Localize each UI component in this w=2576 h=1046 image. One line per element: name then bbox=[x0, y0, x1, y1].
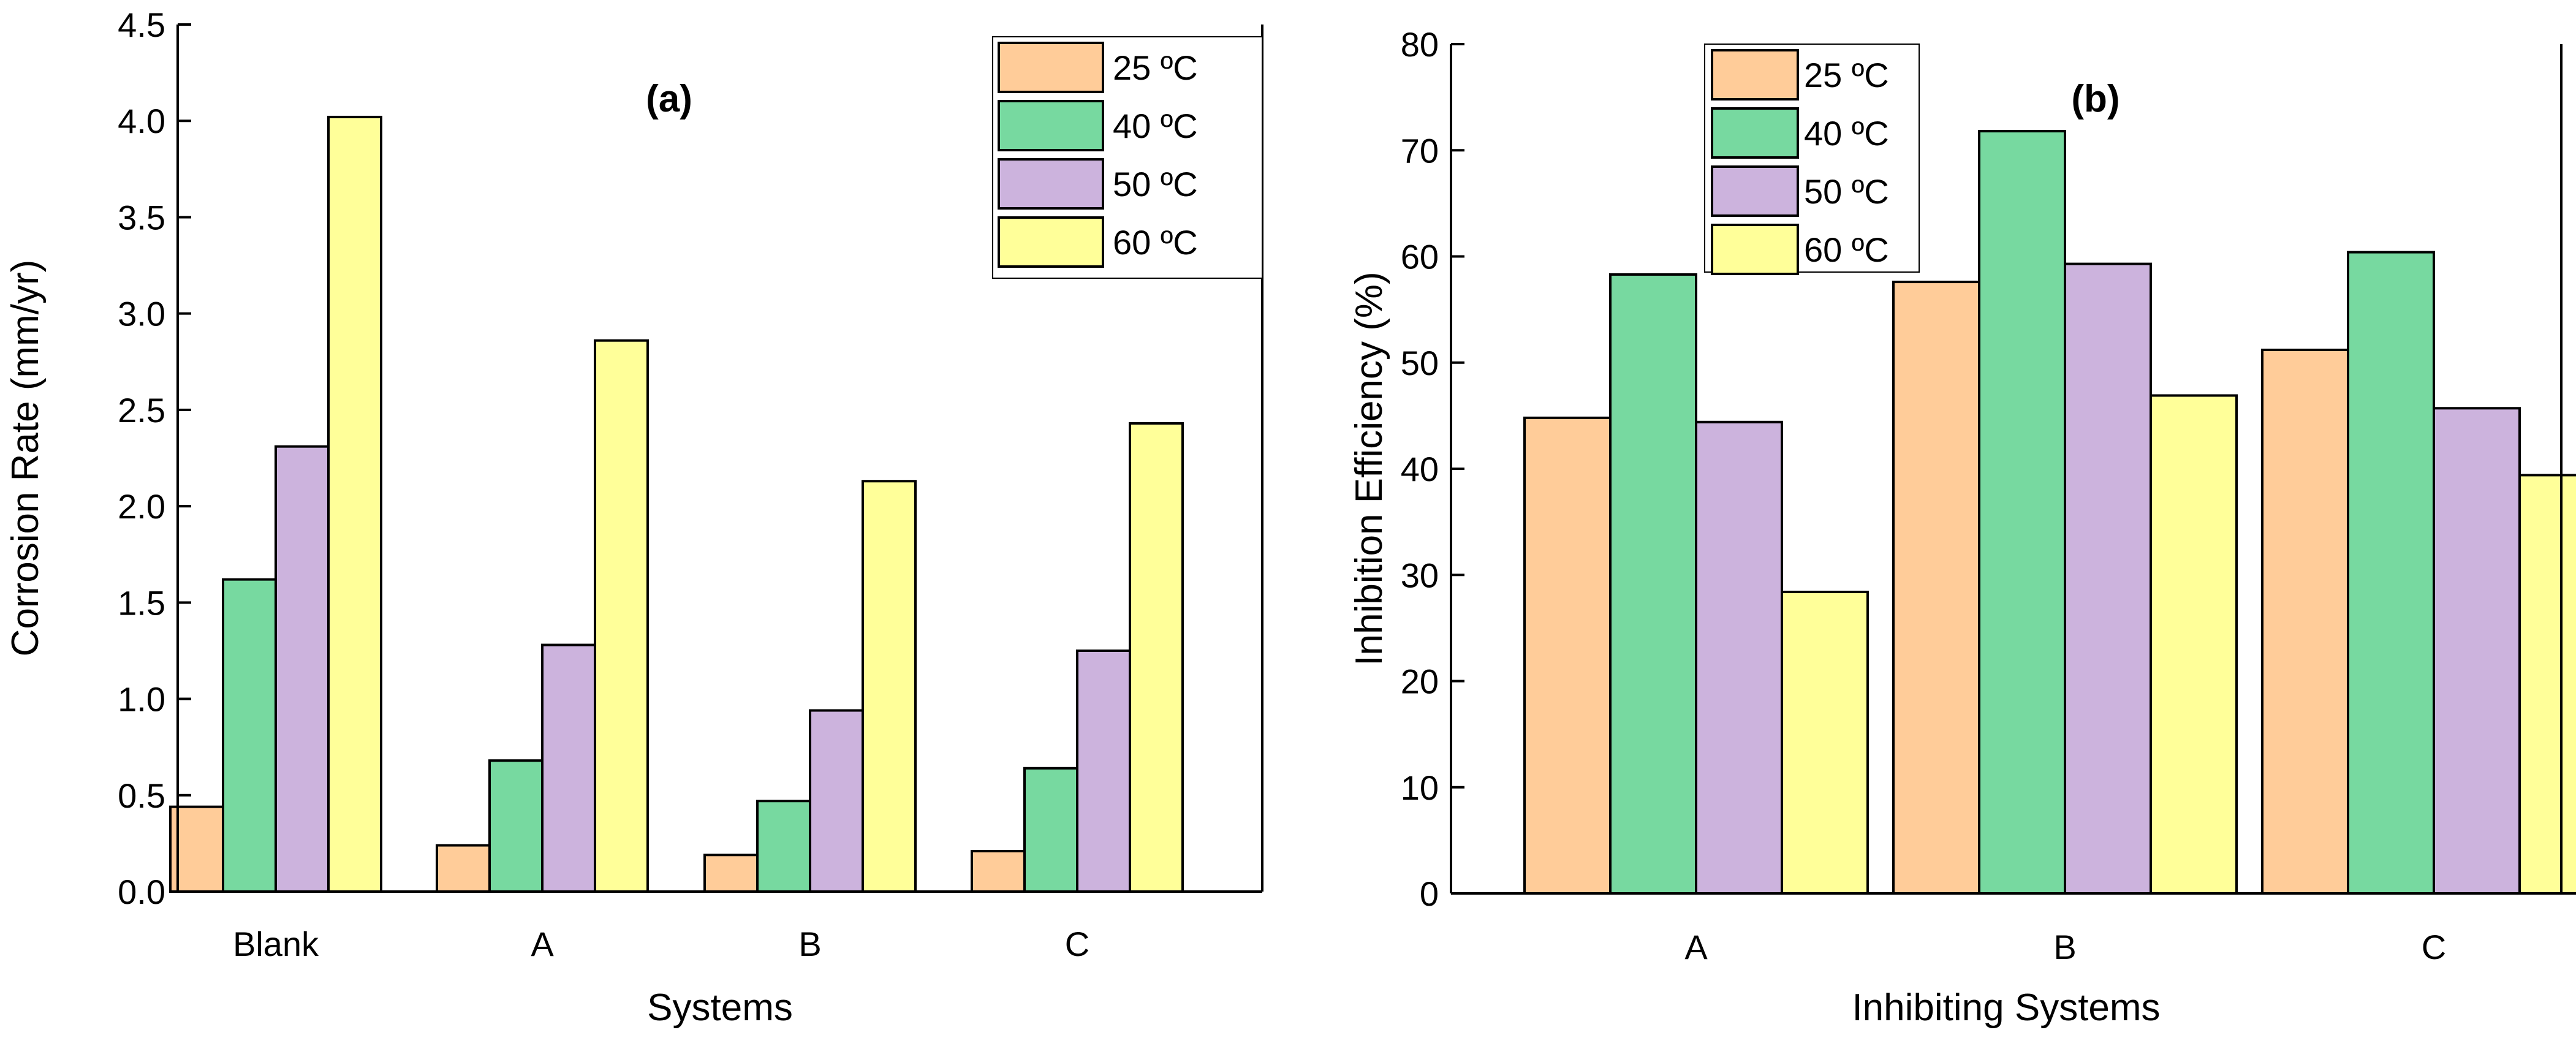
y-tick-label-a: 0.0 bbox=[118, 873, 165, 911]
panel-title-b: (b) bbox=[2071, 78, 2120, 120]
y-tick-label-b: 10 bbox=[1401, 768, 1439, 807]
x-axis-label-a: Systems bbox=[647, 987, 793, 1029]
bar-b-c-s2 bbox=[2347, 251, 2435, 895]
x-tick-label-a: Blank bbox=[233, 925, 319, 963]
legend-swatch-b-s2 bbox=[1711, 107, 1799, 159]
x-tick-label-a: A bbox=[531, 925, 554, 963]
legend-label-b-s1: 25 ºC bbox=[1804, 56, 1889, 94]
x-axis-label-b: Inhibiting Systems bbox=[1852, 987, 2160, 1029]
bar-a-b-s2 bbox=[756, 800, 811, 893]
bar-b-c-s4 bbox=[2518, 474, 2576, 895]
y-tick-label-b: 40 bbox=[1401, 450, 1439, 488]
legend-swatch-a-s3 bbox=[998, 158, 1104, 210]
bar-a-a-s2 bbox=[488, 759, 544, 893]
y-tick-label-a: 4.5 bbox=[118, 6, 165, 44]
legend-label-a-s4: 60 ºC bbox=[1113, 223, 1198, 262]
chart-panel-b: 0 10 20 30 40 50 60 70 80 A B C Inhibiting Systems In… bbox=[1348, 25, 2576, 1029]
bar-a-blank-s1 bbox=[169, 805, 224, 893]
bar-b-c-s3 bbox=[2433, 407, 2521, 895]
legend-label-a-s3: 50 ºC bbox=[1113, 165, 1198, 203]
y-tick-label-b: 0 bbox=[1420, 874, 1439, 913]
bar-a-c-s1 bbox=[971, 849, 1026, 893]
legend-swatch-a-s1 bbox=[998, 42, 1104, 93]
bar-b-b-s3 bbox=[2064, 262, 2152, 895]
y-tick-label-a: 2.0 bbox=[118, 487, 165, 526]
y-axis-label-b: Inhibition Efficiency (%) bbox=[1348, 271, 1390, 665]
bar-a-c-s2 bbox=[1023, 767, 1078, 893]
y-tick-label-a: 3.0 bbox=[118, 295, 165, 333]
bar-b-b-s4 bbox=[2150, 394, 2238, 895]
bar-a-b-s3 bbox=[809, 709, 864, 893]
legend-swatch-b-s4 bbox=[1711, 224, 1799, 275]
bar-b-b-s2 bbox=[1978, 130, 2066, 895]
bar-a-b-s4 bbox=[862, 480, 917, 893]
legend-swatch-b-s1 bbox=[1711, 49, 1799, 100]
bar-a-blank-s2 bbox=[222, 578, 277, 893]
bar-b-b-s1 bbox=[1892, 281, 1980, 895]
legend-label-b-s4: 60 ºC bbox=[1804, 230, 1889, 269]
y-tick-label-b: 20 bbox=[1401, 662, 1439, 701]
legend-swatch-a-s4 bbox=[998, 216, 1104, 268]
legend-swatch-a-s2 bbox=[998, 100, 1104, 151]
bar-a-c-s3 bbox=[1076, 649, 1131, 893]
legend-swatch-b-s3 bbox=[1711, 165, 1799, 217]
y-tick-label-b: 60 bbox=[1401, 238, 1439, 276]
y-tick-label-a: 1.0 bbox=[118, 680, 165, 719]
y-tick-label-b: 30 bbox=[1401, 556, 1439, 594]
y-tick-label-b: 70 bbox=[1401, 131, 1439, 170]
y-tick-label-a: 0.5 bbox=[118, 776, 165, 815]
x-tick-label-b: B bbox=[2053, 928, 2076, 966]
bar-a-a-s3 bbox=[541, 643, 596, 893]
legend-label-b-s3: 50 ºC bbox=[1804, 172, 1889, 211]
bar-b-a-s2 bbox=[1609, 273, 1697, 895]
bar-b-a-s3 bbox=[1695, 420, 1783, 895]
bar-a-b-s1 bbox=[703, 854, 759, 893]
y-tick-label-b: 50 bbox=[1401, 344, 1439, 382]
bar-a-a-s1 bbox=[436, 844, 491, 893]
x-tick-label-b: C bbox=[2422, 928, 2446, 966]
x-tick-label-b: A bbox=[1684, 928, 1708, 966]
x-tick-label-a: C bbox=[1065, 925, 1089, 963]
bar-a-c-s4 bbox=[1129, 422, 1184, 893]
panel-title-a: (a) bbox=[646, 78, 692, 120]
chart-panel-a: 0.0 0.5 1.0 1.5 2.0 2.5 3.0 3.5 4.0 4.5 Blank A B C Sy… bbox=[4, 6, 1263, 1029]
bar-b-c-s1 bbox=[2261, 348, 2349, 895]
bar-a-a-s4 bbox=[594, 339, 649, 893]
y-tick-label-a: 3.5 bbox=[118, 198, 165, 237]
y-tick-label-a: 4.0 bbox=[118, 102, 165, 140]
y-tick-label-b: 80 bbox=[1401, 25, 1439, 64]
bar-a-blank-s3 bbox=[275, 445, 330, 893]
bar-b-a-s1 bbox=[1523, 416, 1612, 895]
legend-label-b-s2: 40 ºC bbox=[1804, 114, 1889, 153]
legend-label-a-s1: 25 ºC bbox=[1113, 48, 1198, 87]
bar-b-a-s4 bbox=[1781, 590, 1869, 895]
bar-a-blank-s4 bbox=[327, 115, 382, 893]
y-tick-label-a: 1.5 bbox=[118, 583, 165, 622]
legend-label-a-s2: 40 ºC bbox=[1113, 107, 1198, 145]
y-axis-label-a: Corrosion Rate (mm/yr) bbox=[4, 260, 47, 657]
x-tick-label-a: B bbox=[798, 925, 821, 963]
y-tick-label-a: 2.5 bbox=[118, 391, 165, 430]
